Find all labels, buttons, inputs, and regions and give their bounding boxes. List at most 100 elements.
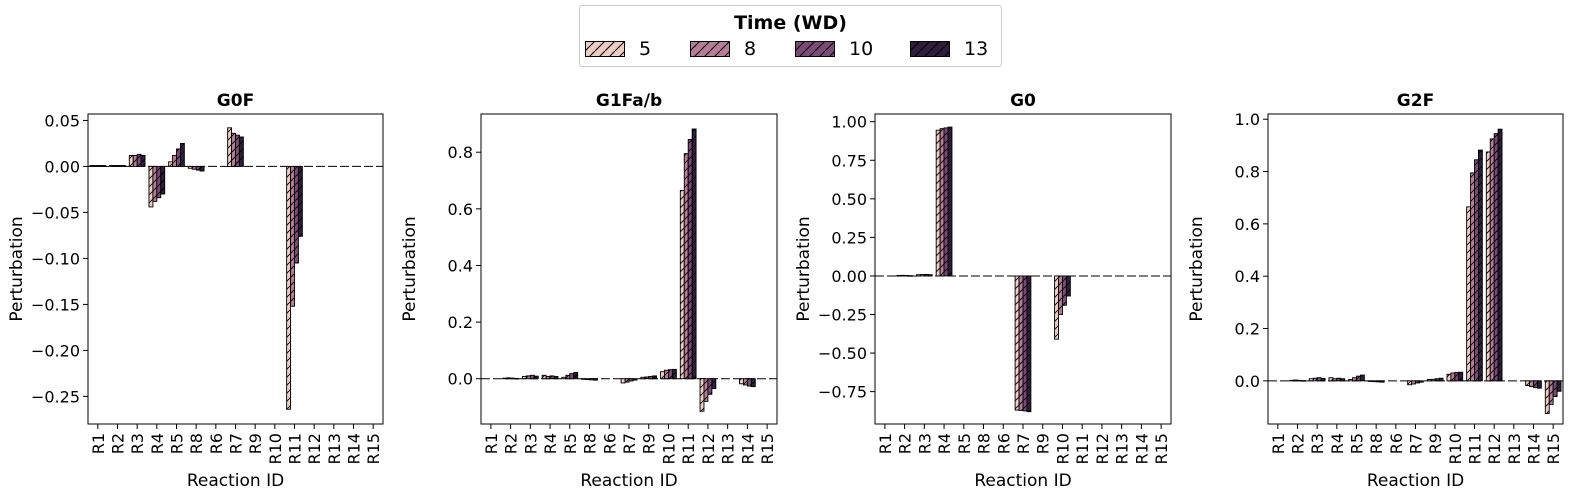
bar-R8-series-13 [1379,380,1385,383]
bar-R7-series-10 [235,134,240,167]
x-tick-label: R4 [1328,433,1347,454]
y-axis-label: Perturbation [794,216,814,321]
bar-R2-series-8 [1293,379,1298,382]
bar-R2-series-5 [1289,379,1295,382]
bar-R8-series-8 [585,378,590,381]
bar-R8-series-8 [1371,380,1377,383]
bar-R10-series-8 [1450,372,1456,382]
x-tick-label: R15 [1544,433,1563,464]
legend-label: 10 [849,38,874,60]
bar-R2-series-13 [514,377,519,380]
bar-R10-series-10 [668,369,673,380]
bar-R2-series-13 [120,165,126,167]
y-tick-label: 0.4 [448,256,473,275]
bar-R5-series-5 [561,376,567,380]
bar-R3-series-5 [915,274,921,277]
bar-R8-series-10 [589,378,594,381]
y-tick-label: 0.25 [831,228,867,247]
legend-swatch-rect [910,41,950,57]
bar-R7-series-8 [1018,275,1024,411]
y-tick-label: −0.05 [31,203,80,222]
bar-R3-series-8 [919,274,925,277]
bar-R1-series-10 [97,165,103,167]
y-tick-label: 0.6 [1235,215,1260,234]
bar-R12-series-10 [1493,133,1499,382]
bar-R3-series-10 [923,273,929,277]
bar-R7-series-13 [632,378,638,381]
bar-R3-series-5 [1308,378,1314,382]
bar-R7-series-13 [1418,380,1424,383]
x-tick-label: R12 [699,433,718,464]
legend-label: 13 [964,38,989,60]
bar-R10-series-10 [1454,372,1460,382]
bar-R14-series-5 [1525,380,1531,386]
bar-R10-series-8 [1058,275,1063,315]
bar-R14-series-13 [1536,380,1542,389]
bar-R7-series-13 [1026,275,1032,413]
bar-R3-series-8 [1312,377,1318,382]
bar-R14-series-13 [750,378,756,388]
x-tick-label: R4 [148,433,167,454]
x-tick-label: R1 [876,433,895,454]
bar-R3-series-13 [533,375,539,380]
y-tick-label: −0.20 [31,341,80,360]
subplot-3: 1.00.80.60.40.20.0R1 R2 R3 R4 R5 R8 R6 R7 R9 R10 R… [1187,91,1564,491]
bar-R3-series-5 [128,154,134,167]
bar-R5-series-10 [176,148,181,167]
bar-R3-series-13 [927,274,933,277]
legend-swatch-8 [690,41,730,57]
y-tick-label: −0.25 [818,305,867,324]
bar-R12-series-13 [1497,128,1503,382]
y-axis-label: Perturbation [7,216,27,321]
bar-R11-series-13 [691,128,697,380]
bar-R7-series-5 [1014,275,1020,411]
bar-R14-series-5 [739,378,744,385]
x-tick-label: R10 [659,433,678,464]
x-tick-label: R6 [600,433,619,454]
x-tick-label: R9 [1426,433,1445,454]
bar-R15-series-5 [1544,380,1550,414]
x-tick-label: R11 [286,433,305,464]
x-tick-label: R7 [620,433,639,454]
bar-R10-series-10 [1062,275,1067,306]
bar-R10-series-13 [1458,371,1464,382]
bar-R3-series-13 [140,154,146,167]
legend-swatch-rect [795,41,835,57]
bar-R11-series-13 [297,165,303,237]
bar-R12-series-5 [699,378,705,412]
bar-R2-series-8 [113,165,118,167]
x-tick-label: R3 [521,433,540,454]
bar-R12-series-8 [703,378,709,402]
bar-R3-series-8 [525,375,531,380]
bar-R11-series-5 [679,189,685,380]
x-tick-label: R1 [482,433,501,454]
bar-R15-series-10 [1552,380,1558,397]
bar-R7-series-10 [1022,275,1028,412]
bar-R11-series-8 [1470,172,1475,382]
y-axis-label: Perturbation [1187,216,1207,321]
bar-R5-series-13 [1359,374,1365,382]
bar-R7-series-5 [1407,380,1413,386]
x-tick-label: R10 [1053,433,1072,464]
y-tick-label: 0.0 [448,370,473,389]
y-tick-label: 1.0 [1235,110,1260,129]
axes-frame [1267,113,1564,425]
x-tick-label: R2 [896,433,915,454]
x-tick-label: R2 [109,433,128,454]
x-tick-label: R9 [246,433,265,454]
y-tick-label: 0.8 [448,143,473,162]
bar-R4-series-5 [1328,377,1334,382]
x-tick-label: R12 [1093,433,1112,464]
bar-R12-series-5 [1485,151,1491,382]
bar-R4-series-10 [549,375,555,380]
x-tick-label: R3 [128,433,147,454]
legend-label: 5 [639,38,652,60]
bar-R10-series-13 [1065,275,1071,297]
x-tick-label: R14 [345,433,364,464]
bar-R2-series-8 [506,377,512,380]
x-tick-label: R9 [640,433,659,454]
bar-R8-series-5 [187,165,193,169]
y-tick-label: 0.0 [1235,372,1260,391]
subplot-title: G1Fa/b [596,91,662,111]
